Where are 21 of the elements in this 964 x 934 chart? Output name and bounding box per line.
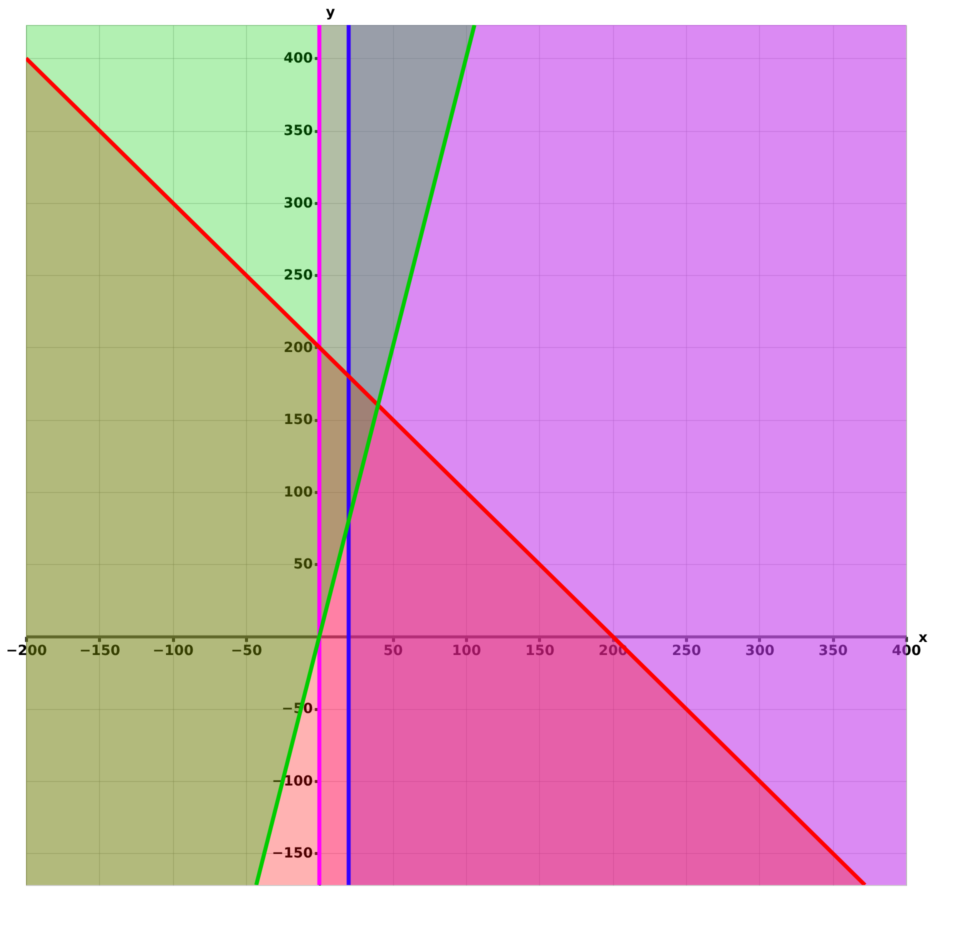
y-tick-label: 400 [284, 50, 314, 67]
y-tick-label: 50 [293, 556, 314, 573]
x-tick-label: 300 [745, 642, 775, 659]
y-axis-title: y [326, 4, 335, 20]
y-tick-label: 350 [284, 123, 314, 140]
x-axis-title: x [918, 630, 928, 646]
x-tick-label: −150 [79, 642, 121, 659]
x-tick-label: 50 [383, 642, 404, 659]
y-tick-label: 250 [284, 268, 314, 284]
y-tick-label: 200 [284, 340, 314, 356]
x-tick-label: 350 [818, 642, 848, 659]
y-tick-label: 100 [284, 484, 314, 500]
y-tick-label: 150 [284, 412, 314, 428]
x-tick-label: 250 [672, 642, 702, 659]
x-tick-label: −50 [230, 642, 262, 659]
x-tick-label: −100 [152, 642, 194, 659]
y-tick-label: −150 [272, 846, 314, 862]
x-tick-label: 400 [892, 642, 922, 659]
x-tick-label: 100 [452, 642, 482, 659]
x-tick-label: 150 [525, 642, 555, 659]
y-tick-label: 300 [284, 195, 314, 212]
